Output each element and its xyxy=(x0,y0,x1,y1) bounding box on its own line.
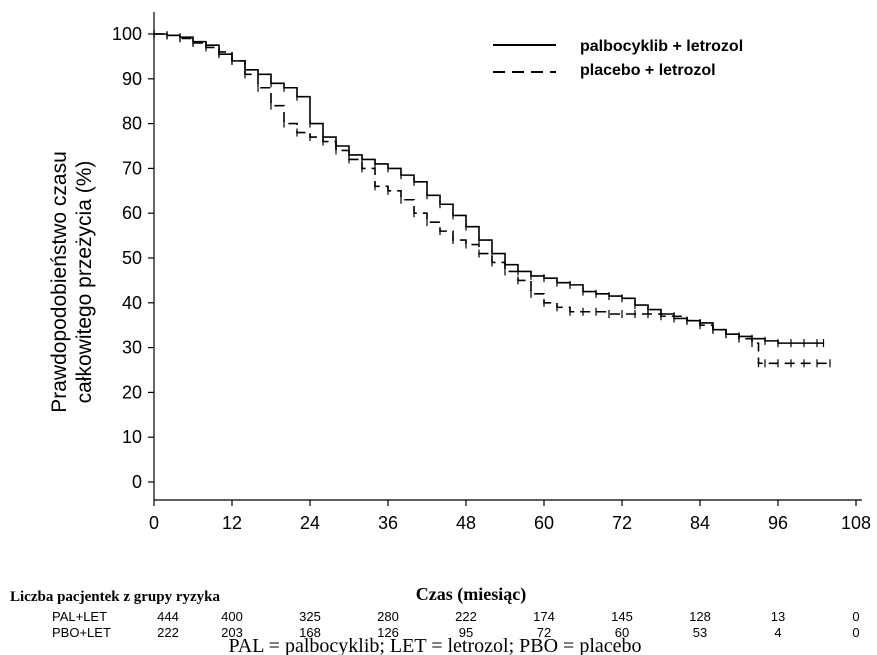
y-tick-label: 70 xyxy=(122,158,142,178)
y-axis-title-line2: całkowitego przeżycia (%) xyxy=(73,161,96,404)
risk-table-value: 0 xyxy=(852,625,859,640)
series-line-1 xyxy=(154,33,824,344)
x-axis-title: Czas (miesiąc) xyxy=(416,584,526,605)
risk-table-value: 203 xyxy=(221,625,243,640)
legend: palbocyklib + letrozol placebo + letrozo… xyxy=(493,38,743,79)
risk-table-value: 222 xyxy=(157,625,179,640)
y-tick-label: 10 xyxy=(122,427,142,447)
risk-table-value: 53 xyxy=(693,625,707,640)
legend-label-series-1: palbocyklib + letrozol xyxy=(580,38,743,55)
risk-table: Liczba pacjentek z grupy ryzyka PAL+LET … xyxy=(10,589,860,640)
plot-area: 0 10 20 30 40 50 60 70 80 90 100 0 12 24 36 48 60 72 84 96 1… xyxy=(112,12,871,533)
risk-table-value: 60 xyxy=(615,625,629,640)
series-line-2 xyxy=(154,33,830,365)
risk-table-value: 168 xyxy=(299,625,321,640)
risk-table-values: 444 400 325 280 222 174 145 128 13 0 222 203 168 126 9… xyxy=(157,609,859,640)
risk-table-row-label: PBO+LET xyxy=(52,625,111,640)
y-tick-label: 100 xyxy=(112,24,142,44)
x-tick-label: 12 xyxy=(222,513,242,533)
x-tick-label: 108 xyxy=(841,513,871,533)
risk-table-value: 222 xyxy=(455,609,477,624)
risk-table-value: 400 xyxy=(221,609,243,624)
risk-table-value: 174 xyxy=(533,609,555,624)
x-tick-label: 24 xyxy=(300,513,320,533)
legend-label-series-2: placebo + letrozol xyxy=(580,62,716,79)
risk-table-value: 280 xyxy=(377,609,399,624)
risk-table-value: 4 xyxy=(774,625,781,640)
y-tick-label: 30 xyxy=(122,338,142,358)
x-tick-label: 0 xyxy=(149,513,159,533)
risk-table-value: 325 xyxy=(299,609,321,624)
y-tick-label: 50 xyxy=(122,248,142,268)
y-axis-title-line1: Prawdopodobieństwo czasu xyxy=(48,151,71,413)
x-tick-label: 72 xyxy=(612,513,632,533)
risk-table-value: 128 xyxy=(689,609,711,624)
y-tick-label: 20 xyxy=(122,382,142,402)
risk-table-value: 444 xyxy=(157,609,179,624)
y-tick-label: 80 xyxy=(122,114,142,134)
risk-table-value: 126 xyxy=(377,625,399,640)
risk-table-value: 0 xyxy=(852,609,859,624)
risk-table-title: Liczba pacjentek z grupy ryzyka xyxy=(10,589,220,605)
x-tick-label: 96 xyxy=(768,513,788,533)
risk-table-row-label: PAL+LET xyxy=(52,609,107,624)
x-tick-label: 60 xyxy=(534,513,554,533)
x-tick-label: 36 xyxy=(378,513,398,533)
risk-table-value: 72 xyxy=(537,625,551,640)
risk-table-value: 95 xyxy=(459,625,473,640)
y-tick-label: 40 xyxy=(122,293,142,313)
y-tick-label: 90 xyxy=(122,69,142,89)
x-tick-label: 84 xyxy=(690,513,710,533)
risk-table-value: 13 xyxy=(771,609,785,624)
x-tick-label: 48 xyxy=(456,513,476,533)
y-tick-label: 60 xyxy=(122,203,142,223)
y-tick-label: 0 xyxy=(132,472,142,492)
risk-table-value: 145 xyxy=(611,609,633,624)
footnote: PAL = palbocyklib; LET = letrozol; PBO =… xyxy=(228,635,641,655)
